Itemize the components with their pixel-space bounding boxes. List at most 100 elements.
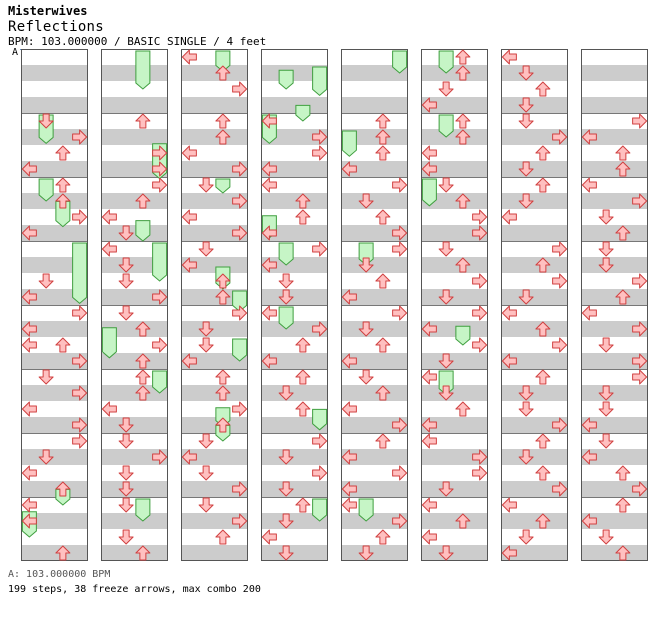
step-arrow-down: [38, 449, 54, 465]
step-arrow-down: [198, 497, 214, 513]
step-arrow-down: [118, 433, 134, 449]
step-arrow-up: [215, 529, 231, 545]
step-arrow-down: [118, 257, 134, 273]
freeze-arrow: [101, 327, 117, 359]
freeze-arrow: [312, 408, 328, 431]
step-arrow-left: [261, 353, 277, 369]
step-arrow-left: [501, 497, 517, 513]
freeze-arrow: [341, 130, 357, 157]
step-arrow-up: [455, 513, 471, 529]
step-arrow-down: [38, 369, 54, 385]
step-arrow-up: [535, 257, 551, 273]
step-arrow-down: [198, 433, 214, 449]
step-arrow-left: [341, 289, 357, 305]
step-arrow-down: [358, 545, 374, 561]
step-arrow-down: [278, 385, 294, 401]
step-arrow-right: [472, 465, 488, 481]
step-arrow-right: [152, 289, 168, 305]
step-arrow-right: [472, 305, 488, 321]
step-arrow-left: [101, 209, 117, 225]
step-arrow-right: [72, 353, 88, 369]
step-arrow-down: [198, 321, 214, 337]
freeze-arrow: [421, 178, 437, 207]
step-arrow-right: [232, 161, 248, 177]
step-arrow-right: [632, 321, 648, 337]
step-arrow-down: [118, 465, 134, 481]
step-arrow-up: [295, 193, 311, 209]
step-arrow-right: [392, 465, 408, 481]
step-arrow-right: [152, 161, 168, 177]
step-arrow-left: [421, 97, 437, 113]
step-arrow-right: [232, 193, 248, 209]
freeze-arrow: [278, 242, 294, 266]
step-arrow-right: [552, 481, 568, 497]
freeze-arrow: [135, 220, 151, 242]
step-arrow-down: [438, 545, 454, 561]
step-arrow-right: [72, 129, 88, 145]
step-arrow-left: [341, 161, 357, 177]
step-arrow-left: [21, 321, 37, 337]
step-arrow-right: [392, 177, 408, 193]
step-arrow-up: [375, 129, 391, 145]
freeze-arrow: [278, 69, 294, 90]
step-arrow-up: [55, 337, 71, 353]
step-arrow-right: [72, 305, 88, 321]
step-arrow-up: [455, 129, 471, 145]
step-arrow-down: [598, 337, 614, 353]
step-arrow-down: [438, 385, 454, 401]
step-arrow-down: [518, 97, 534, 113]
chart-info: BPM: 103.000000 / BASIC SINGLE / 4 feet: [8, 35, 267, 48]
step-arrow-right: [232, 225, 248, 241]
step-arrow-left: [261, 225, 277, 241]
step-arrow-left: [21, 337, 37, 353]
step-arrow-down: [518, 449, 534, 465]
step-arrow-right: [152, 337, 168, 353]
freeze-arrow: [135, 50, 151, 90]
step-arrow-down: [518, 161, 534, 177]
step-arrow-left: [421, 321, 437, 337]
step-arrow-up: [375, 273, 391, 289]
freeze-arrow: [38, 178, 54, 202]
step-arrow-left: [181, 49, 197, 65]
artist-name: Misterwives: [8, 4, 88, 18]
step-arrow-left: [21, 497, 37, 513]
step-arrow-down: [438, 81, 454, 97]
step-arrow-up: [615, 545, 631, 561]
step-arrow-down: [278, 481, 294, 497]
step-arrow-up: [375, 385, 391, 401]
step-arrow-right: [312, 241, 328, 257]
step-arrow-up: [615, 225, 631, 241]
step-arrow-left: [21, 225, 37, 241]
step-arrow-down: [438, 289, 454, 305]
step-arrow-down: [438, 241, 454, 257]
step-arrow-left: [421, 145, 437, 161]
step-arrow-right: [632, 481, 648, 497]
step-arrow-down: [118, 529, 134, 545]
step-arrow-right: [392, 225, 408, 241]
step-arrow-right: [152, 145, 168, 161]
step-arrow-left: [261, 257, 277, 273]
step-arrow-right: [312, 129, 328, 145]
step-arrow-down: [118, 481, 134, 497]
step-arrow-down: [358, 369, 374, 385]
step-arrow-up: [215, 417, 231, 433]
step-arrow-down: [598, 257, 614, 273]
step-arrow-down: [278, 513, 294, 529]
measure-column: [21, 49, 88, 561]
step-arrow-up: [215, 385, 231, 401]
measure-column: [261, 49, 328, 561]
step-arrow-right: [632, 273, 648, 289]
step-arrow-left: [21, 465, 37, 481]
step-arrow-down: [278, 273, 294, 289]
measure-column: [501, 49, 568, 561]
step-arrow-down: [118, 497, 134, 513]
step-arrow-down: [438, 177, 454, 193]
step-arrow-left: [101, 401, 117, 417]
step-arrow-right: [392, 513, 408, 529]
speed-change-marker: A: [12, 47, 19, 58]
bpm-summary: A: 103.000000 BPM: [8, 569, 111, 580]
step-arrow-right: [552, 241, 568, 257]
step-arrow-right: [632, 369, 648, 385]
step-arrow-up: [375, 337, 391, 353]
step-arrow-up: [135, 113, 151, 129]
